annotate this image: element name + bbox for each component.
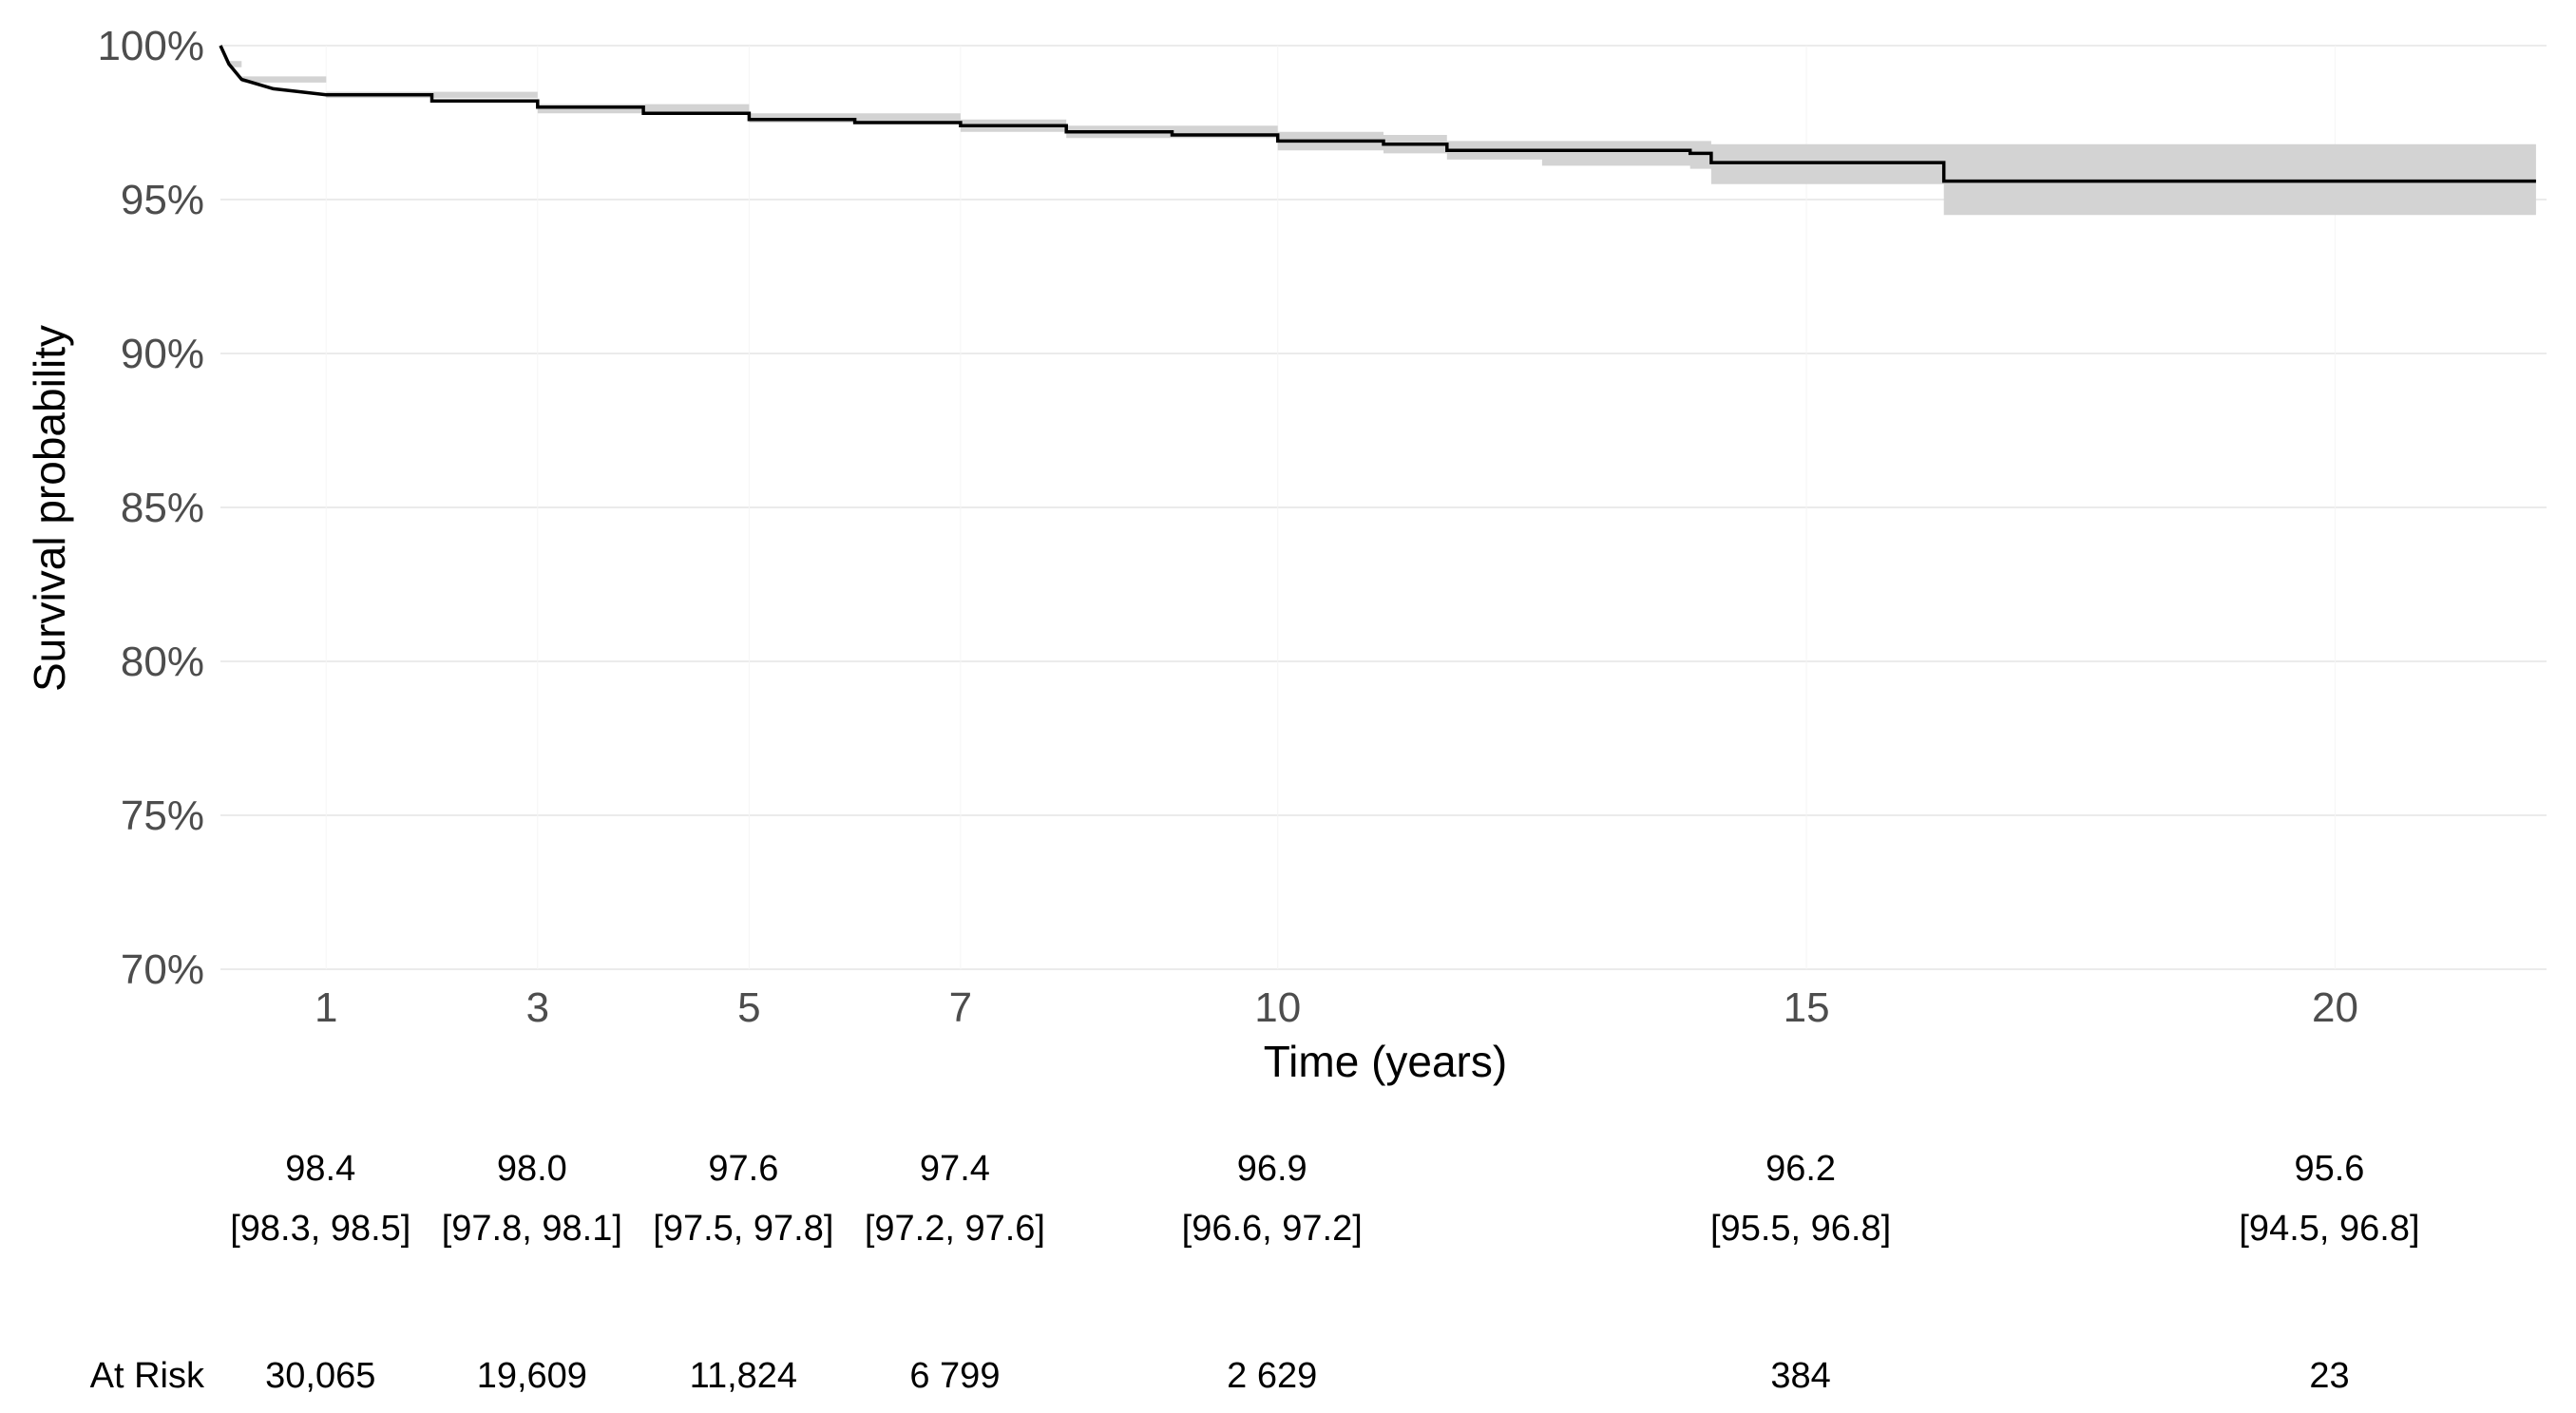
y-tick-label: 100% xyxy=(97,23,204,69)
confidence-band-layer xyxy=(220,46,2536,216)
x-tick-label: 15 xyxy=(1784,984,1830,1031)
at-risk-value: 23 xyxy=(2309,1356,2349,1396)
at-risk-label: At Risk xyxy=(90,1356,205,1396)
estimate-ci: [94.5, 96.8] xyxy=(2239,1209,2419,1249)
y-tick-label: 70% xyxy=(121,946,204,993)
y-tick-label: 75% xyxy=(121,792,204,839)
y-axis-title: Survival probability xyxy=(25,325,74,692)
at-risk-value: 2 629 xyxy=(1227,1356,1317,1396)
at-risk-value: 6 799 xyxy=(909,1356,1000,1396)
confidence-band xyxy=(220,46,2536,216)
x-tick-label: 5 xyxy=(737,984,760,1031)
gridlines xyxy=(220,45,2547,970)
x-tick-label: 7 xyxy=(949,984,972,1031)
estimate-ci: [97.8, 98.1] xyxy=(442,1209,622,1249)
estimate-value: 98.0 xyxy=(497,1149,567,1189)
survival-estimates-table: 98.4 [98.3, 98.5] 98.0 [97.8, 98.1] 97.6 [97.… xyxy=(230,1149,2419,1249)
y-tick-label: 90% xyxy=(121,331,204,377)
at-risk-value: 19,609 xyxy=(477,1356,587,1396)
at-risk-value: 11,824 xyxy=(690,1356,797,1396)
estimate-value: 97.4 xyxy=(920,1149,990,1189)
estimate-value: 96.2 xyxy=(1765,1149,1836,1189)
x-tick-label: 20 xyxy=(2312,984,2358,1031)
estimate-ci: [96.6, 97.2] xyxy=(1182,1209,1363,1249)
at-risk-value: 30,065 xyxy=(265,1356,375,1396)
y-tick-label: 95% xyxy=(121,177,204,223)
y-tick-label: 80% xyxy=(121,639,204,685)
survival-curve xyxy=(219,45,2536,183)
estimate-ci: [95.5, 96.8] xyxy=(1710,1209,1891,1249)
at-risk-table: 30,065 19,609 11,824 6 799 2 629 384 23 xyxy=(265,1356,2349,1396)
at-risk-value: 384 xyxy=(1770,1356,1830,1396)
estimate-value: 98.4 xyxy=(285,1149,355,1189)
estimate-value: 95.6 xyxy=(2294,1149,2364,1189)
survival-curve-layer xyxy=(219,45,2536,183)
estimate-ci: [97.2, 97.6] xyxy=(865,1209,1045,1249)
x-tick-label: 10 xyxy=(1254,984,1301,1031)
estimate-value: 97.6 xyxy=(708,1149,778,1189)
x-axis-ticks: 1 3 5 7 10 15 20 xyxy=(315,984,2358,1031)
estimate-ci: [98.3, 98.5] xyxy=(230,1209,410,1249)
y-axis-ticks: 100% 95% 90% 85% 80% 75% 70% xyxy=(97,23,204,993)
y-tick-label: 85% xyxy=(121,485,204,531)
x-axis-title: Time (years) xyxy=(1264,1037,1507,1086)
x-tick-label: 3 xyxy=(526,984,549,1031)
estimate-value: 96.9 xyxy=(1237,1149,1307,1189)
estimate-ci: [97.5, 97.8] xyxy=(653,1209,833,1249)
x-tick-label: 1 xyxy=(315,984,337,1031)
